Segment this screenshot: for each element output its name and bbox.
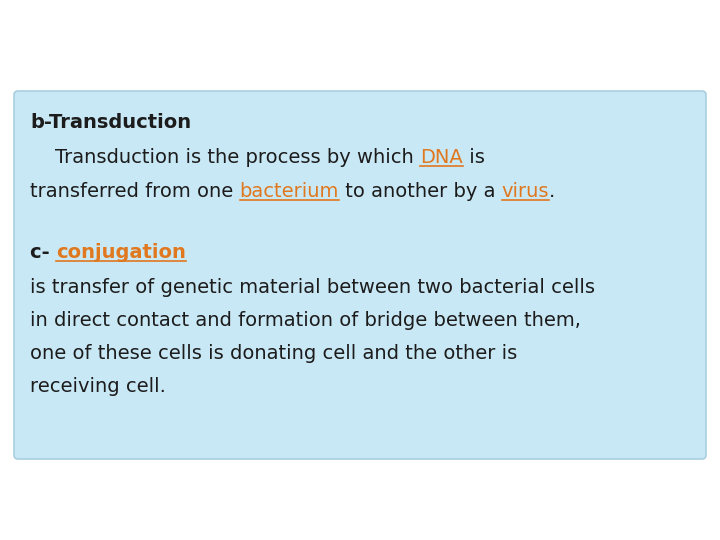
Text: receiving cell.: receiving cell.	[30, 377, 166, 396]
Text: conjugation: conjugation	[56, 243, 186, 262]
FancyBboxPatch shape	[14, 91, 706, 459]
Text: in direct contact and formation of bridge between them,: in direct contact and formation of bridg…	[30, 311, 581, 330]
Text: is transfer of genetic material between two bacterial cells: is transfer of genetic material between …	[30, 278, 595, 297]
Text: Transduction is the process by which: Transduction is the process by which	[30, 148, 420, 167]
Text: DNA: DNA	[420, 148, 463, 167]
Text: bacterium: bacterium	[240, 182, 339, 201]
Text: .: .	[549, 182, 555, 201]
Text: transferred from one: transferred from one	[30, 182, 240, 201]
Text: one of these cells is donating cell and the other is: one of these cells is donating cell and …	[30, 344, 517, 363]
Text: c-: c-	[30, 243, 56, 262]
Text: b-Transduction: b-Transduction	[30, 113, 191, 132]
Text: to another by a: to another by a	[339, 182, 502, 201]
Text: virus: virus	[502, 182, 549, 201]
Text: is: is	[463, 148, 485, 167]
